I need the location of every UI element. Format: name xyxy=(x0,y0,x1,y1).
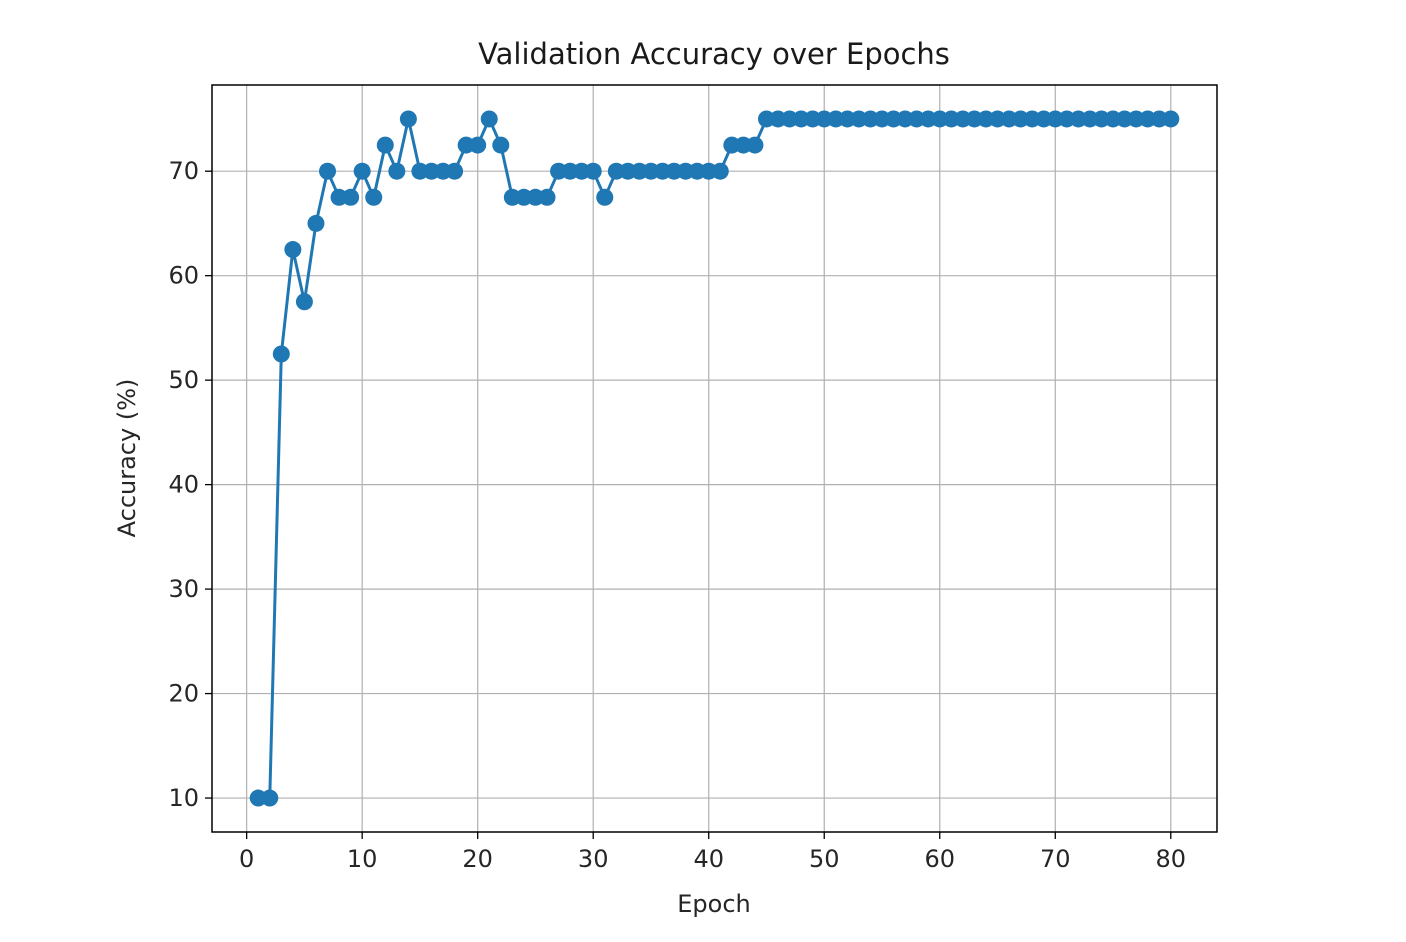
data-point xyxy=(307,214,325,232)
x-tick-label: 20 xyxy=(462,845,493,873)
y-tick-label: 20 xyxy=(168,680,199,708)
data-point xyxy=(388,162,406,180)
grid-lines xyxy=(212,85,1217,832)
data-point xyxy=(711,162,729,180)
data-point xyxy=(272,345,290,363)
data-point xyxy=(342,188,360,206)
y-tick-label: 40 xyxy=(168,471,199,499)
data-point xyxy=(746,136,764,154)
x-tick-label: 50 xyxy=(809,845,840,873)
plot-area-frame xyxy=(211,84,1218,833)
y-tick-label: 10 xyxy=(168,784,199,812)
data-point xyxy=(538,188,556,206)
data-point xyxy=(295,293,313,311)
data-point xyxy=(376,136,394,154)
axis-ticks: 0 10 20 30 40 50 60 70 80 10 20 30 40 50 60 70 xyxy=(168,157,1186,873)
data-point xyxy=(469,136,487,154)
data-point xyxy=(596,188,614,206)
data-point xyxy=(492,136,510,154)
x-tick-label: 0 xyxy=(239,845,254,873)
x-tick-label: 10 xyxy=(347,845,378,873)
y-axis-label: Accuracy (%) xyxy=(113,379,141,538)
x-tick-label: 60 xyxy=(924,845,955,873)
data-point xyxy=(284,241,302,259)
y-tick-label: 70 xyxy=(168,157,199,185)
y-tick-label: 50 xyxy=(168,366,199,394)
x-axis-label: Epoch xyxy=(677,890,751,918)
series-line xyxy=(249,110,1180,807)
data-point xyxy=(319,162,337,180)
x-tick-label: 70 xyxy=(1040,845,1071,873)
y-tick-label: 60 xyxy=(168,262,199,290)
data-point xyxy=(399,110,417,128)
x-tick-label: 30 xyxy=(578,845,609,873)
data-point xyxy=(353,162,371,180)
data-point xyxy=(480,110,498,128)
data-point xyxy=(261,789,279,807)
y-tick-label: 30 xyxy=(168,575,199,603)
data-point xyxy=(584,162,602,180)
x-tick-label: 40 xyxy=(693,845,724,873)
data-point xyxy=(1162,110,1180,128)
chart-title: Validation Accuracy over Epochs xyxy=(478,37,950,71)
data-point xyxy=(446,162,464,180)
x-tick-label: 80 xyxy=(1156,845,1187,873)
data-point xyxy=(365,188,383,206)
